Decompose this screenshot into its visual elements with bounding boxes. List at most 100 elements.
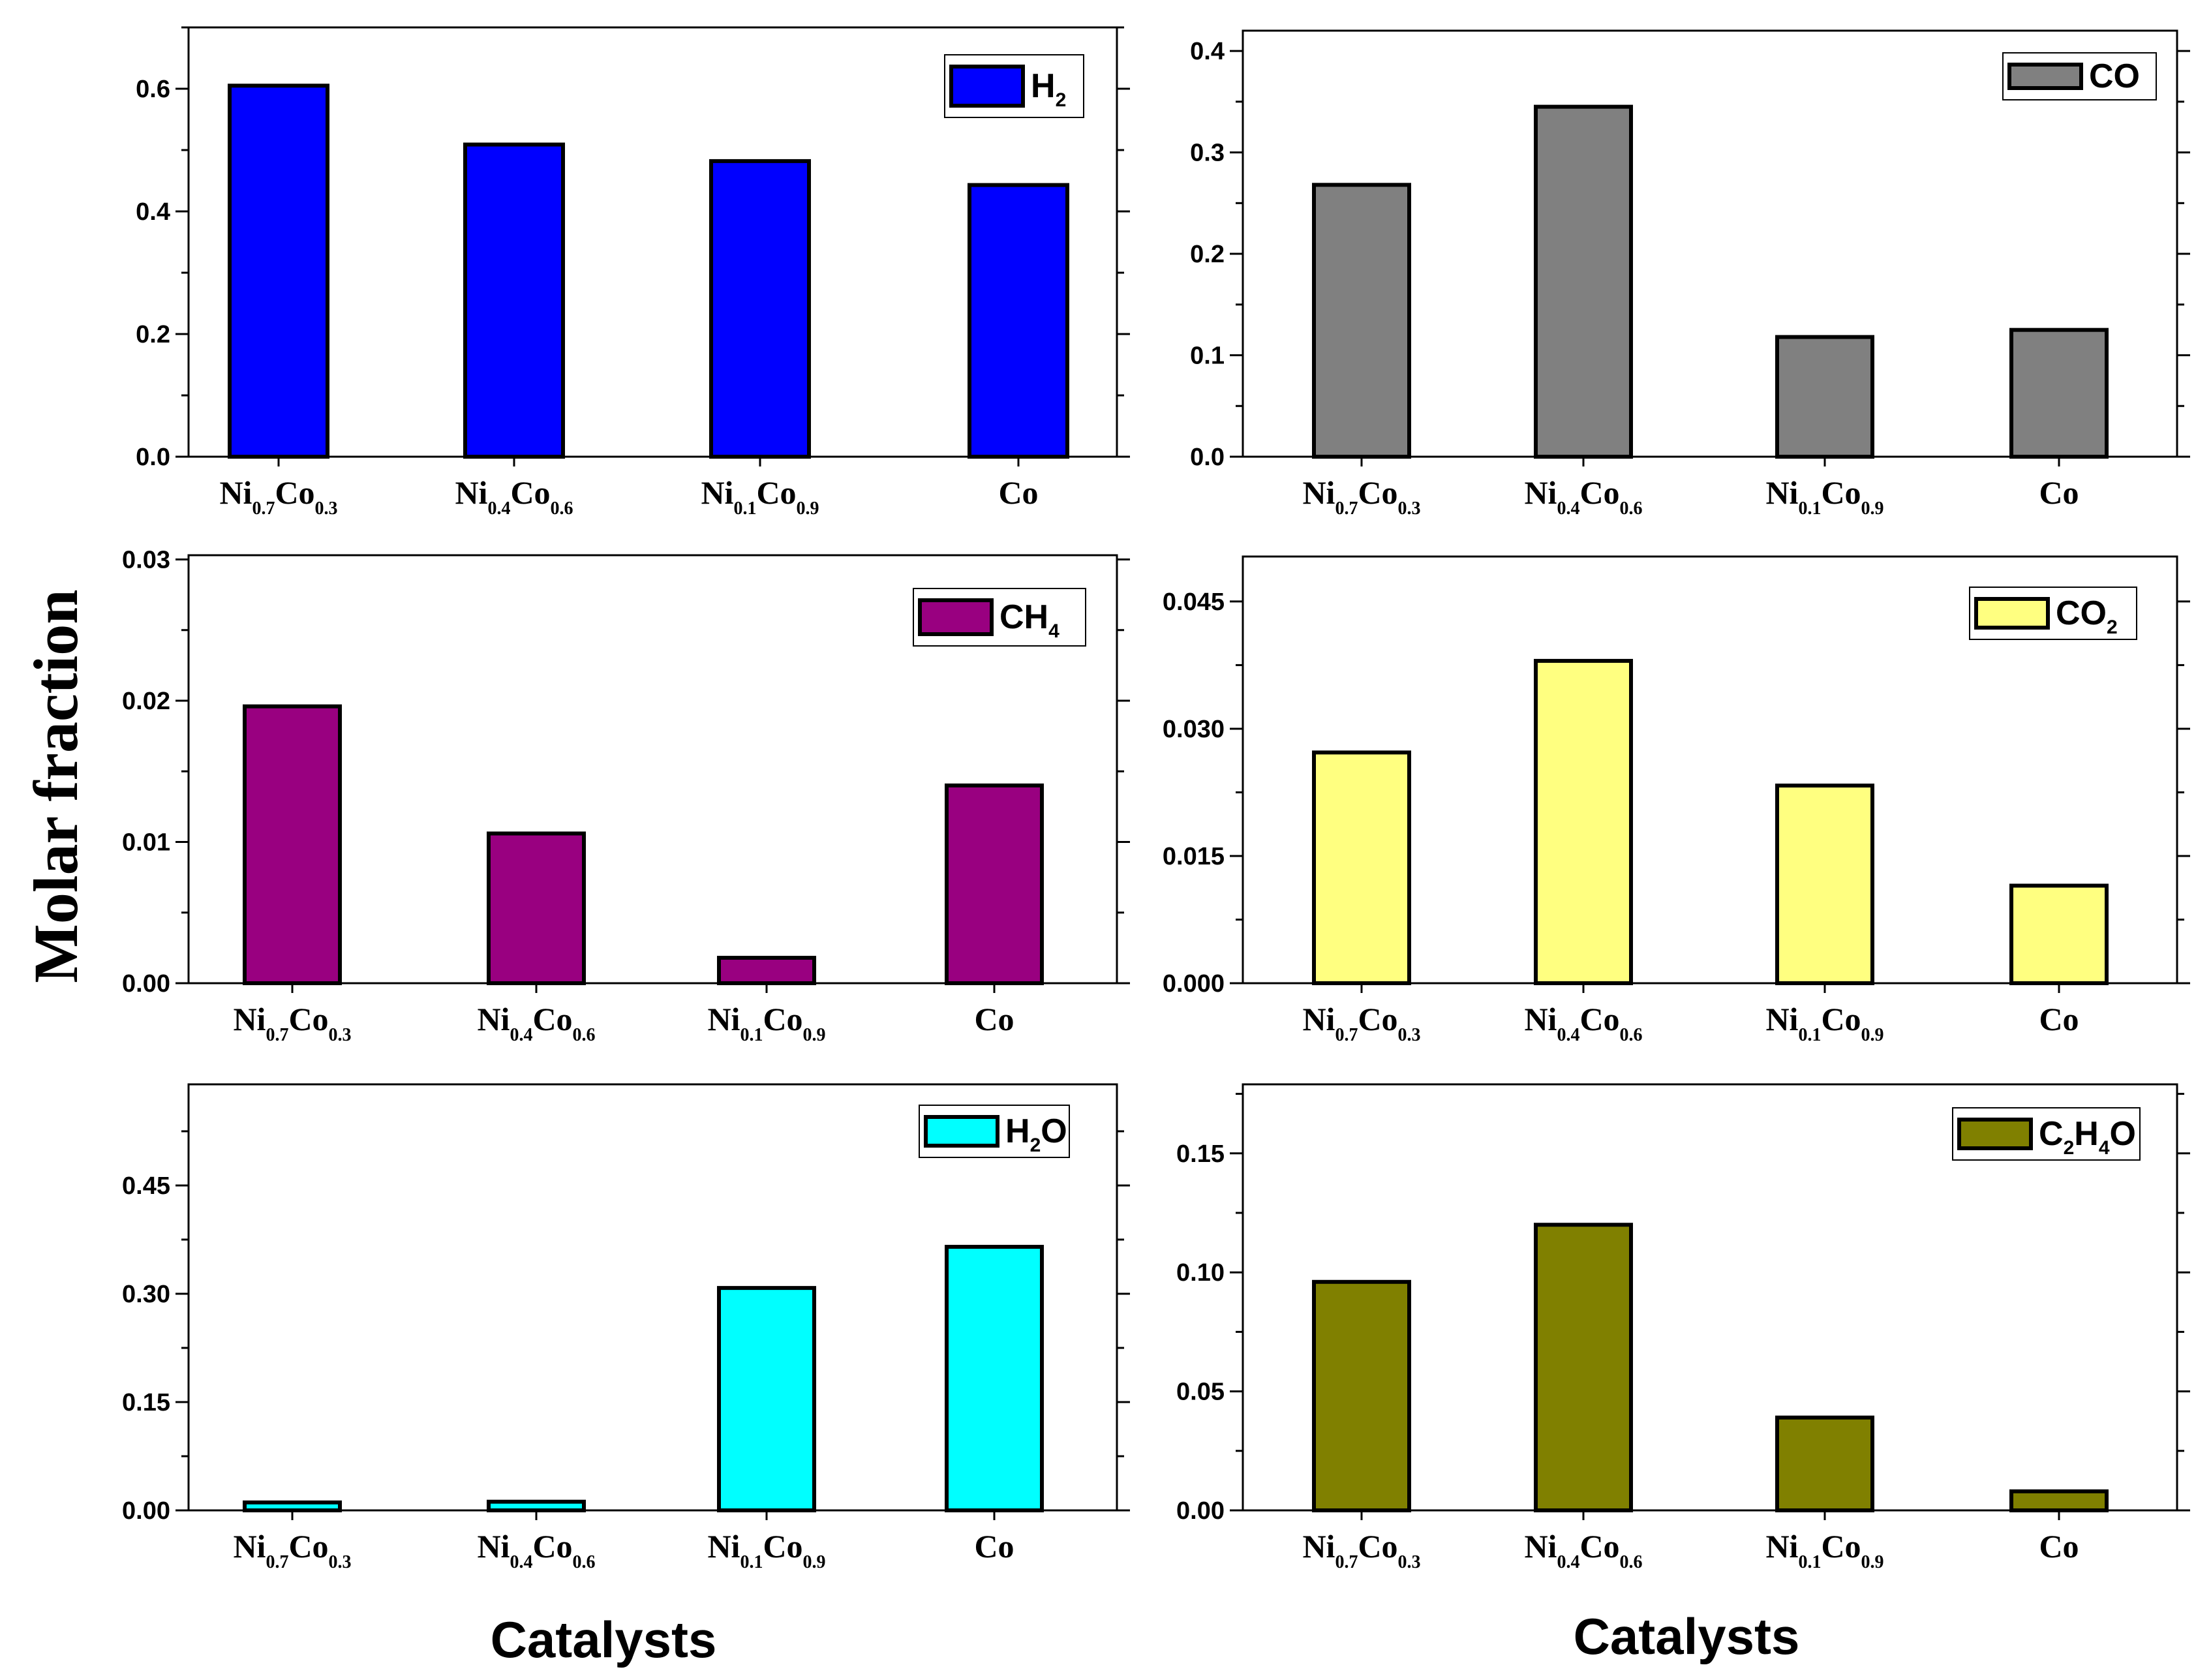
x-tick-label: Ni0.4Co0.6 [1524, 1001, 1642, 1045]
x-tick-label: Ni0.7Co0.3 [1302, 1001, 1420, 1045]
bar-1 [1312, 1279, 1411, 1512]
y-tick-label: 0.2 [136, 321, 170, 348]
y-tick-label: 0.6 [136, 76, 170, 103]
y-tick-label: 0.2 [1190, 241, 1225, 268]
y-tick-label: 0.05 [1176, 1379, 1225, 1406]
bar-3 [1775, 784, 1874, 986]
legend: H2 [944, 54, 1084, 118]
panel-5: 0.00 0.15 0.30 0.45 Ni0.7Co0.3 Ni0.4Co0.6 Ni0.… [122, 1083, 1130, 1572]
panels: 0.0 0.2 0.4 0.6 Ni0.7Co0.3 Ni0.4Co0.6 Ni0.1Co0… [122, 26, 2190, 1572]
bar-1 [243, 1500, 342, 1513]
y-tick-label: 0.3 [1190, 140, 1225, 167]
x-tick-label: Ni0.1Co0.9 [707, 1528, 825, 1572]
plot-frame [187, 1083, 1118, 1512]
bar-1 [243, 704, 342, 985]
panel-6: 0.00 0.05 0.10 0.15 Ni0.7Co0.3 Ni0.4Co0.6 Ni0.… [1176, 1083, 2190, 1572]
plot-frame [1242, 29, 2178, 458]
bar-4 [2009, 883, 2109, 986]
x-tick-label: Ni0.4Co0.6 [477, 1528, 595, 1572]
y-axis-label: Molar fraction [21, 589, 91, 983]
x-tick-label: Ni0.7Co0.3 [219, 474, 337, 519]
x-tick-label: Co [2039, 1001, 2079, 1037]
legend-box [913, 588, 1086, 647]
y-tick-label: 0.00 [1176, 1497, 1225, 1525]
legend-label: H2O [1005, 1112, 1067, 1156]
y-tick-label: 0.15 [1176, 1140, 1225, 1168]
x-tick-label: Co [974, 1001, 1014, 1037]
y-tick-label: 0.0 [136, 444, 170, 471]
bar-2 [463, 142, 565, 459]
panel-3: 0.00 0.01 0.02 0.03 Ni0.7Co0.3 Ni0.4Co0.6 Ni0.… [122, 546, 1130, 1045]
plot-frame [1242, 1083, 2178, 1512]
legend-label: CO [2089, 57, 2140, 95]
legend-label: C2H4O [2039, 1115, 2136, 1159]
plot-frame [187, 554, 1118, 985]
legend-swatch [924, 1115, 999, 1148]
bar-4 [945, 783, 1044, 986]
x-tick-label: Co [2039, 1528, 2079, 1565]
bar-1 [1312, 183, 1411, 459]
x-tick-label: Co [974, 1528, 1014, 1565]
legend: C2H4O [1952, 1107, 2141, 1161]
panel-1: 0.0 0.2 0.4 0.6 Ni0.7Co0.3 Ni0.4Co0.6 Ni0.1Co0… [136, 26, 1130, 519]
y-tick-label: 0.00 [122, 970, 170, 998]
plot-frame [1242, 555, 2178, 985]
x-tick-label: Ni0.4Co0.6 [477, 1001, 595, 1045]
bar-2 [487, 831, 586, 986]
y-tick-label: 0.1 [1190, 343, 1225, 370]
y-tick-label: 0.10 [1176, 1259, 1225, 1287]
legend-swatch [1974, 597, 2050, 630]
bar-4 [2009, 1489, 2109, 1513]
x-tick-label: Ni0.1Co0.9 [1765, 474, 1883, 519]
y-tick-label: 0.00 [122, 1497, 170, 1525]
bar-2 [487, 1499, 586, 1513]
y-tick-label: 0.03 [122, 546, 170, 573]
y-tick-label: 0.02 [122, 688, 170, 715]
panel-2: 0.0 0.1 0.2 0.3 0.4 Ni0.7Co0.3 Ni0.4Co0.6 Ni0.1… [1190, 29, 2190, 519]
x-tick-label: Co [998, 474, 1038, 511]
x-tick-label: Ni0.4Co0.6 [455, 474, 573, 519]
legend-swatch [2007, 63, 2083, 90]
y-tick-label: 0.01 [122, 829, 170, 856]
y-tick-label: 0.45 [122, 1172, 170, 1200]
legend: CO2 [1969, 587, 2137, 640]
y-tick-label: 0.015 [1163, 843, 1225, 870]
bar-3 [1775, 335, 1874, 459]
x-axis-label-left: Catalysts [491, 1611, 717, 1668]
x-tick-label: Ni0.7Co0.3 [1302, 1528, 1420, 1572]
bar-1 [228, 84, 329, 459]
legend: H2O [919, 1105, 1070, 1158]
x-tick-label: Ni0.1Co0.9 [1765, 1528, 1883, 1572]
y-tick-label: 0.15 [122, 1389, 170, 1416]
legend-swatch [1957, 1118, 2033, 1150]
bar-3 [709, 159, 811, 459]
panel-4: 0.000 0.015 0.030 0.045 Ni0.7Co0.3 Ni0.4Co0.6… [1163, 555, 2190, 1045]
bar-3 [717, 956, 816, 985]
y-tick-label: 0.0 [1190, 444, 1225, 471]
y-tick-label: 0.30 [122, 1281, 170, 1308]
y-tick-label: 0.000 [1163, 970, 1225, 998]
bar-1 [1312, 750, 1411, 986]
legend: CH4 [913, 588, 1086, 647]
x-tick-label: Ni0.7Co0.3 [1302, 474, 1420, 519]
legend-label: H2 [1031, 67, 1066, 111]
legend: CO [2002, 52, 2157, 100]
x-axis-label-right: Catalysts [1574, 1608, 1800, 1665]
x-tick-label: Co [2039, 474, 2079, 511]
x-tick-label: Ni0.1Co0.9 [707, 1001, 825, 1045]
legend-label: CH4 [999, 598, 1060, 642]
x-tick-label: Ni0.7Co0.3 [233, 1528, 351, 1572]
y-tick-label: 0.4 [136, 198, 170, 226]
bar-3 [717, 1286, 816, 1512]
y-tick-label: 0.045 [1163, 588, 1225, 616]
x-tick-label: Ni0.4Co0.6 [1524, 474, 1642, 519]
legend-swatch [918, 598, 994, 636]
bar-2 [1534, 104, 1633, 459]
legend-label: CO2 [2056, 594, 2118, 638]
bar-2 [1534, 658, 1633, 985]
bar-3 [1775, 1415, 1874, 1513]
y-tick-label: 0.4 [1190, 38, 1225, 65]
plot-frame [187, 26, 1118, 458]
legend-swatch [949, 65, 1025, 108]
